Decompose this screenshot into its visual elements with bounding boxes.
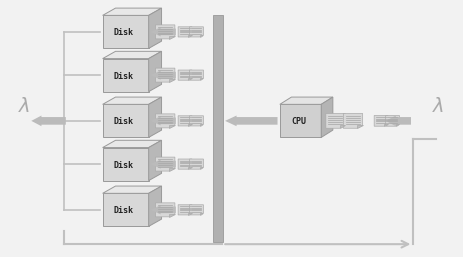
FancyArrow shape xyxy=(150,27,176,36)
Polygon shape xyxy=(188,35,192,37)
Polygon shape xyxy=(156,157,175,171)
FancyArrow shape xyxy=(150,205,176,214)
Text: Disk: Disk xyxy=(113,206,133,215)
Polygon shape xyxy=(156,25,175,39)
Polygon shape xyxy=(103,51,162,59)
Polygon shape xyxy=(149,51,162,92)
Polygon shape xyxy=(169,79,175,82)
Polygon shape xyxy=(169,214,175,217)
Polygon shape xyxy=(103,97,162,104)
Polygon shape xyxy=(169,168,175,171)
Text: Disk: Disk xyxy=(113,117,133,126)
Polygon shape xyxy=(169,125,175,128)
Polygon shape xyxy=(190,27,203,37)
Polygon shape xyxy=(200,213,203,215)
FancyArrow shape xyxy=(150,116,176,125)
Polygon shape xyxy=(321,97,333,137)
Polygon shape xyxy=(326,114,345,128)
FancyBboxPatch shape xyxy=(280,104,321,137)
FancyBboxPatch shape xyxy=(213,15,223,242)
Polygon shape xyxy=(169,36,175,39)
Polygon shape xyxy=(178,27,192,37)
Text: λ: λ xyxy=(433,97,444,116)
Polygon shape xyxy=(103,186,162,193)
Polygon shape xyxy=(188,213,192,215)
FancyBboxPatch shape xyxy=(103,193,149,226)
FancyArrow shape xyxy=(150,70,176,80)
Text: λ: λ xyxy=(19,97,30,116)
Polygon shape xyxy=(344,114,363,128)
Polygon shape xyxy=(188,167,192,169)
Polygon shape xyxy=(374,116,388,126)
Text: Disk: Disk xyxy=(113,28,133,37)
Text: Disk: Disk xyxy=(113,161,133,170)
Polygon shape xyxy=(357,125,363,128)
FancyArrow shape xyxy=(31,116,66,126)
FancyBboxPatch shape xyxy=(103,104,149,137)
Polygon shape xyxy=(156,68,175,82)
FancyBboxPatch shape xyxy=(103,59,149,92)
FancyBboxPatch shape xyxy=(103,148,149,181)
Polygon shape xyxy=(200,167,203,169)
Polygon shape xyxy=(384,124,388,126)
Polygon shape xyxy=(386,116,400,126)
Polygon shape xyxy=(103,8,162,15)
Polygon shape xyxy=(190,205,203,215)
Text: CPU: CPU xyxy=(291,117,306,126)
Polygon shape xyxy=(156,114,175,128)
Polygon shape xyxy=(190,159,203,169)
Polygon shape xyxy=(103,140,162,148)
Text: Disk: Disk xyxy=(113,72,133,81)
Polygon shape xyxy=(149,140,162,181)
Polygon shape xyxy=(178,116,192,126)
Polygon shape xyxy=(280,97,333,104)
Polygon shape xyxy=(200,124,203,126)
Polygon shape xyxy=(156,203,175,217)
Polygon shape xyxy=(200,35,203,37)
FancyArrow shape xyxy=(225,116,277,126)
Polygon shape xyxy=(190,70,203,80)
Polygon shape xyxy=(188,78,192,80)
Polygon shape xyxy=(340,125,345,128)
Polygon shape xyxy=(149,97,162,137)
Polygon shape xyxy=(178,159,192,169)
Polygon shape xyxy=(178,205,192,215)
Polygon shape xyxy=(200,78,203,80)
FancyArrow shape xyxy=(386,116,411,126)
FancyBboxPatch shape xyxy=(103,15,149,48)
Polygon shape xyxy=(149,8,162,48)
Polygon shape xyxy=(395,124,400,126)
Polygon shape xyxy=(188,124,192,126)
Polygon shape xyxy=(190,116,203,126)
FancyArrow shape xyxy=(150,160,176,169)
Polygon shape xyxy=(149,186,162,226)
Polygon shape xyxy=(178,70,192,80)
